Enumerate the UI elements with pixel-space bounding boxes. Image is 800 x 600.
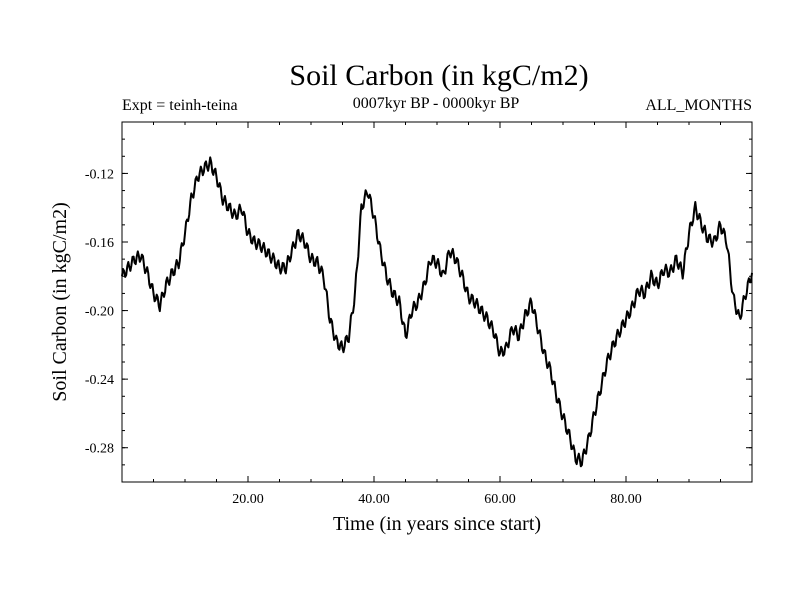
y-tick-label: -0.28 <box>85 442 114 457</box>
y-axis-ticks: -0.12 -0.16 -0.20 -0.24 -0.28 <box>85 138 752 483</box>
chart-title: Soil Carbon (in kgC/m2) <box>289 59 588 92</box>
y-tick-label: -0.16 <box>85 236 114 251</box>
series-line-soil-carbon <box>121 156 753 468</box>
y-axis-label: Soil Carbon (in kgC/m2) <box>49 202 71 401</box>
x-tick-label: 40.00 <box>358 492 390 507</box>
experiment-label: Expt = teinh-teina <box>122 97 238 114</box>
y-tick-label: -0.20 <box>85 305 114 320</box>
x-tick-label: 20.00 <box>232 492 264 507</box>
y-tick-label: -0.24 <box>85 373 114 388</box>
x-tick-label: 60.00 <box>484 492 516 507</box>
time-range-label: 0007kyr BP - 0000kyr BP <box>353 95 520 112</box>
plot-area: 20.00 40.00 60.00 80.00 -0.12 -0.16 -0.20 -0.2… <box>85 121 753 507</box>
x-axis-ticks: 20.00 40.00 60.00 80.00 <box>153 122 721 507</box>
x-tick-label: 80.00 <box>610 492 642 507</box>
months-label: ALL_MONTHS <box>645 97 752 114</box>
y-tick-label: -0.12 <box>85 167 114 182</box>
x-axis-label: Time (in years since start) <box>333 513 541 535</box>
